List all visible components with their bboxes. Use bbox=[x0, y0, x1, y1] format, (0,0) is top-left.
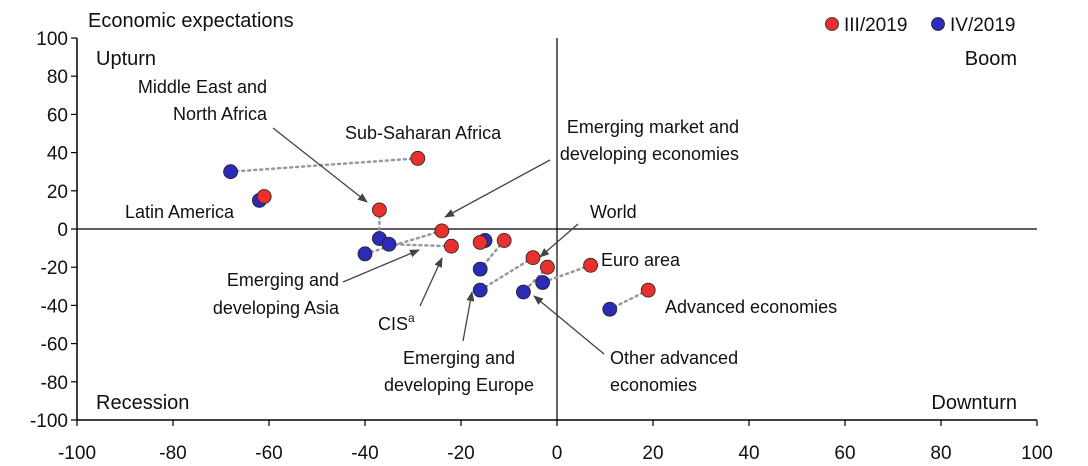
quadrant-upturn-label: Upturn bbox=[96, 48, 156, 70]
connector-line bbox=[478, 256, 535, 292]
y-tick-label: 60 bbox=[47, 105, 68, 126]
y-tick-label: 20 bbox=[47, 182, 68, 203]
point-iii-2019 bbox=[472, 234, 488, 250]
point-iii-2019 bbox=[443, 238, 459, 254]
annotation-superscript: a bbox=[408, 311, 415, 325]
point-iii-2019 bbox=[640, 282, 656, 298]
annotation-label: economies bbox=[610, 375, 697, 395]
point-iii-2019 bbox=[496, 233, 512, 248]
connector-line bbox=[363, 229, 444, 256]
y-tick-label: 0 bbox=[57, 220, 68, 241]
legend-marker bbox=[825, 17, 839, 31]
annotation-label: Sub-Saharan Africa bbox=[345, 123, 502, 143]
x-tick-label: -60 bbox=[255, 443, 282, 464]
legend-marker bbox=[931, 17, 945, 31]
connector-line bbox=[229, 157, 420, 173]
annotation-label: developing economies bbox=[560, 144, 739, 164]
y-tick-label: -80 bbox=[41, 373, 68, 394]
x-tick-label: 0 bbox=[552, 443, 563, 464]
point-iii-2019 bbox=[371, 202, 387, 218]
annotation-label: Euro area bbox=[601, 250, 681, 270]
y-tick-label: 80 bbox=[47, 67, 68, 88]
x-tick-label: 80 bbox=[930, 443, 951, 464]
y-tick-label: -100 bbox=[30, 411, 68, 432]
point-iv-2019 bbox=[381, 236, 397, 252]
quadrant-downturn-label: Downturn bbox=[931, 392, 1017, 414]
annotation-arrow bbox=[533, 295, 605, 355]
annotation-arrow bbox=[342, 249, 420, 283]
point-iii-2019 bbox=[434, 223, 450, 239]
point-iv-2019 bbox=[472, 261, 488, 277]
y-tick-label: -20 bbox=[41, 258, 68, 279]
x-tick-label: 100 bbox=[1021, 443, 1053, 464]
x-tick-label: -40 bbox=[351, 443, 378, 464]
legend-label: III/2019 bbox=[844, 15, 907, 36]
x-tick-label: 20 bbox=[642, 443, 663, 464]
annotation-label: Emerging and bbox=[227, 270, 339, 290]
annotation-arrow bbox=[444, 159, 551, 218]
y-tick-label: 100 bbox=[36, 29, 68, 50]
connector-line bbox=[387, 243, 453, 248]
annotation-label: Latin America bbox=[125, 202, 235, 222]
y-tick-label: -60 bbox=[41, 335, 68, 356]
y-tick-label: 40 bbox=[47, 144, 68, 165]
x-tick-label: -20 bbox=[447, 443, 474, 464]
x-tick-label: 40 bbox=[738, 443, 759, 464]
annotation-label: CISa bbox=[378, 311, 415, 334]
annotation-label: Advanced economies bbox=[665, 297, 837, 317]
point-iv-2019 bbox=[472, 282, 488, 298]
annotation-arrow bbox=[462, 291, 475, 342]
y-tick-label: -40 bbox=[41, 296, 68, 317]
point-iv-2019 bbox=[516, 284, 531, 300]
x-tick-label: -100 bbox=[58, 443, 96, 464]
point-iv-2019 bbox=[602, 301, 618, 317]
connector-line bbox=[541, 264, 592, 284]
annotation-label: Emerging market and bbox=[567, 117, 739, 137]
point-iii-2019 bbox=[256, 189, 272, 204]
annotation-label: developing Europe bbox=[384, 375, 534, 395]
annotation-arrow bbox=[419, 257, 443, 307]
annotation-label: World bbox=[590, 202, 637, 222]
chart-title: Economic expectations bbox=[88, 10, 294, 32]
point-iii-2019 bbox=[525, 250, 541, 266]
point-iv-2019 bbox=[223, 164, 239, 180]
annotation-label: Emerging and bbox=[403, 348, 515, 368]
annotation-label: developing Asia bbox=[213, 298, 340, 318]
point-iii-2019 bbox=[410, 150, 426, 166]
annotation-arrow bbox=[539, 223, 579, 258]
annotation-label: Other advanced bbox=[610, 348, 738, 368]
annotation-arrow bbox=[272, 127, 368, 203]
quadrant-boom-label: Boom bbox=[965, 48, 1017, 70]
quadrant-recession-label: Recession bbox=[96, 392, 189, 414]
annotation-label: Middle East and bbox=[138, 77, 267, 97]
point-iv-2019 bbox=[357, 246, 373, 262]
point-iii-2019 bbox=[583, 257, 598, 273]
x-tick-label: 60 bbox=[834, 443, 855, 464]
point-iii-2019 bbox=[540, 259, 555, 275]
x-tick-label: -80 bbox=[159, 443, 186, 464]
annotation-label: North Africa bbox=[173, 104, 268, 124]
point-iv-2019 bbox=[535, 275, 550, 290]
legend-label: IV/2019 bbox=[950, 15, 1016, 36]
